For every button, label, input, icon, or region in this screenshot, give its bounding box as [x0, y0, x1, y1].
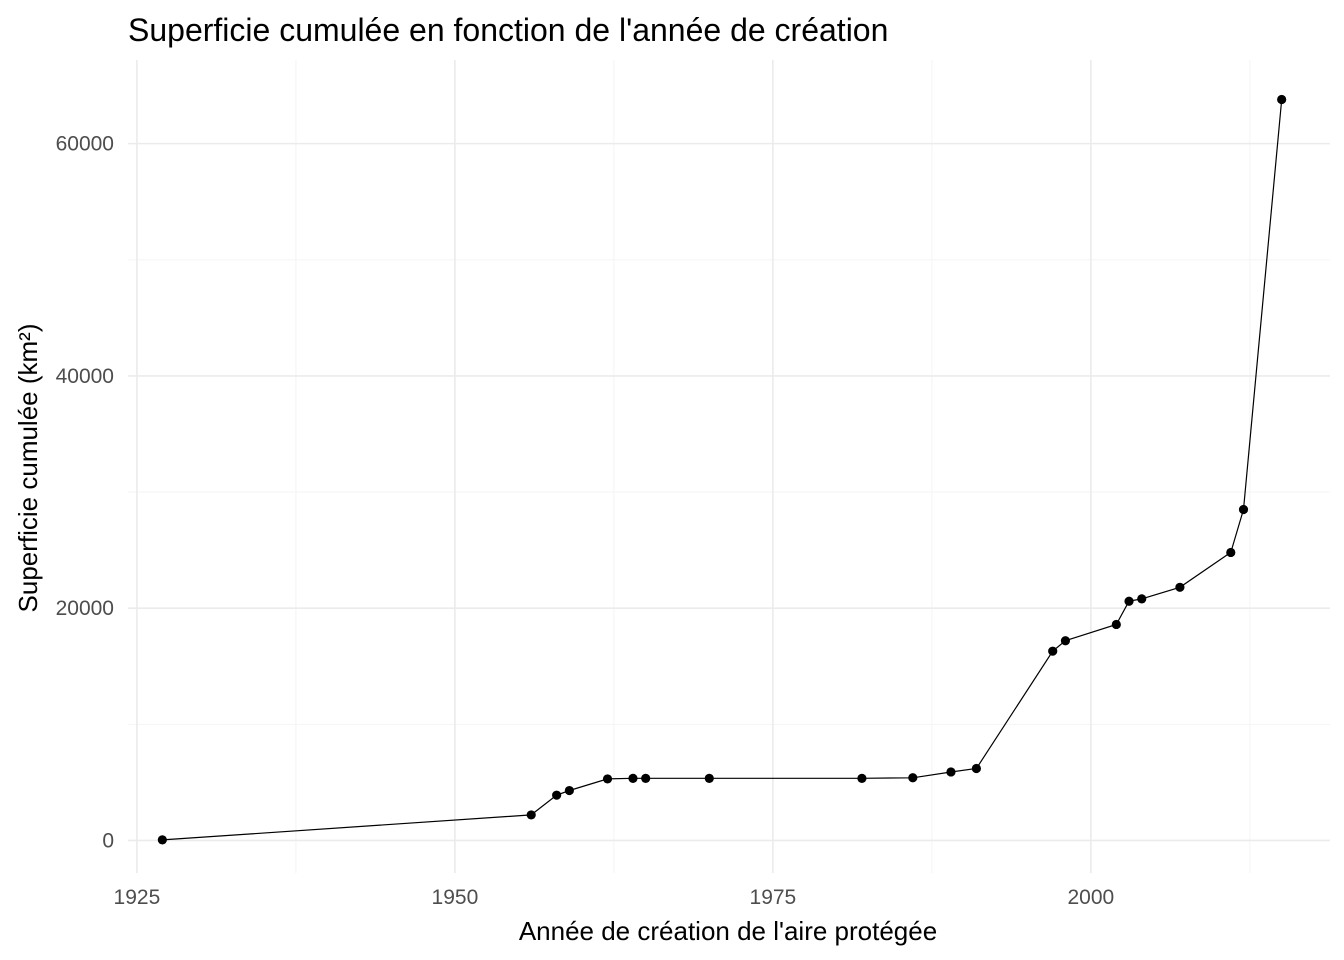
data-point — [552, 790, 562, 800]
data-point — [857, 773, 867, 783]
data-point — [157, 835, 167, 845]
data-point — [704, 773, 714, 783]
data-point — [1238, 504, 1249, 515]
x-tick-label: 1975 — [750, 886, 797, 909]
data-point — [908, 773, 918, 783]
x-tick-label: 1950 — [432, 886, 479, 909]
y-tick-label: 0 — [102, 829, 114, 852]
data-point — [1124, 596, 1134, 606]
data-point — [1175, 582, 1185, 592]
data-point — [526, 810, 536, 820]
data-point — [564, 785, 574, 796]
data-point — [1060, 636, 1071, 646]
data-point — [971, 763, 981, 774]
data-point — [641, 773, 651, 783]
data-point — [946, 767, 956, 777]
y-axis-ticks: 0 20000 40000 60000 — [56, 133, 114, 853]
y-tick-label: 20000 — [56, 597, 114, 620]
x-tick-label: 2000 — [1068, 886, 1115, 909]
x-tick-label: 1925 — [114, 886, 161, 909]
data-point — [1137, 594, 1147, 604]
series-line — [162, 99, 1283, 841]
data-point — [1111, 619, 1121, 630]
data-point — [1048, 646, 1058, 656]
y-tick-label: 60000 — [56, 133, 114, 156]
data-point — [628, 773, 638, 783]
data-point — [1226, 547, 1236, 558]
series — [157, 94, 1287, 845]
chart-title: Superficie cumulée en fonction de l'anné… — [128, 12, 888, 48]
y-tick-label: 40000 — [56, 365, 114, 388]
y-axis-label: Superficie cumulée (km²) — [13, 324, 43, 613]
data-point — [602, 774, 613, 784]
grid — [128, 60, 1330, 873]
x-axis-ticks: 1925 1950 1975 2000 — [114, 886, 1115, 909]
x-axis-label: Année de création de l'aire protégée — [519, 916, 937, 946]
data-point — [1277, 94, 1287, 105]
